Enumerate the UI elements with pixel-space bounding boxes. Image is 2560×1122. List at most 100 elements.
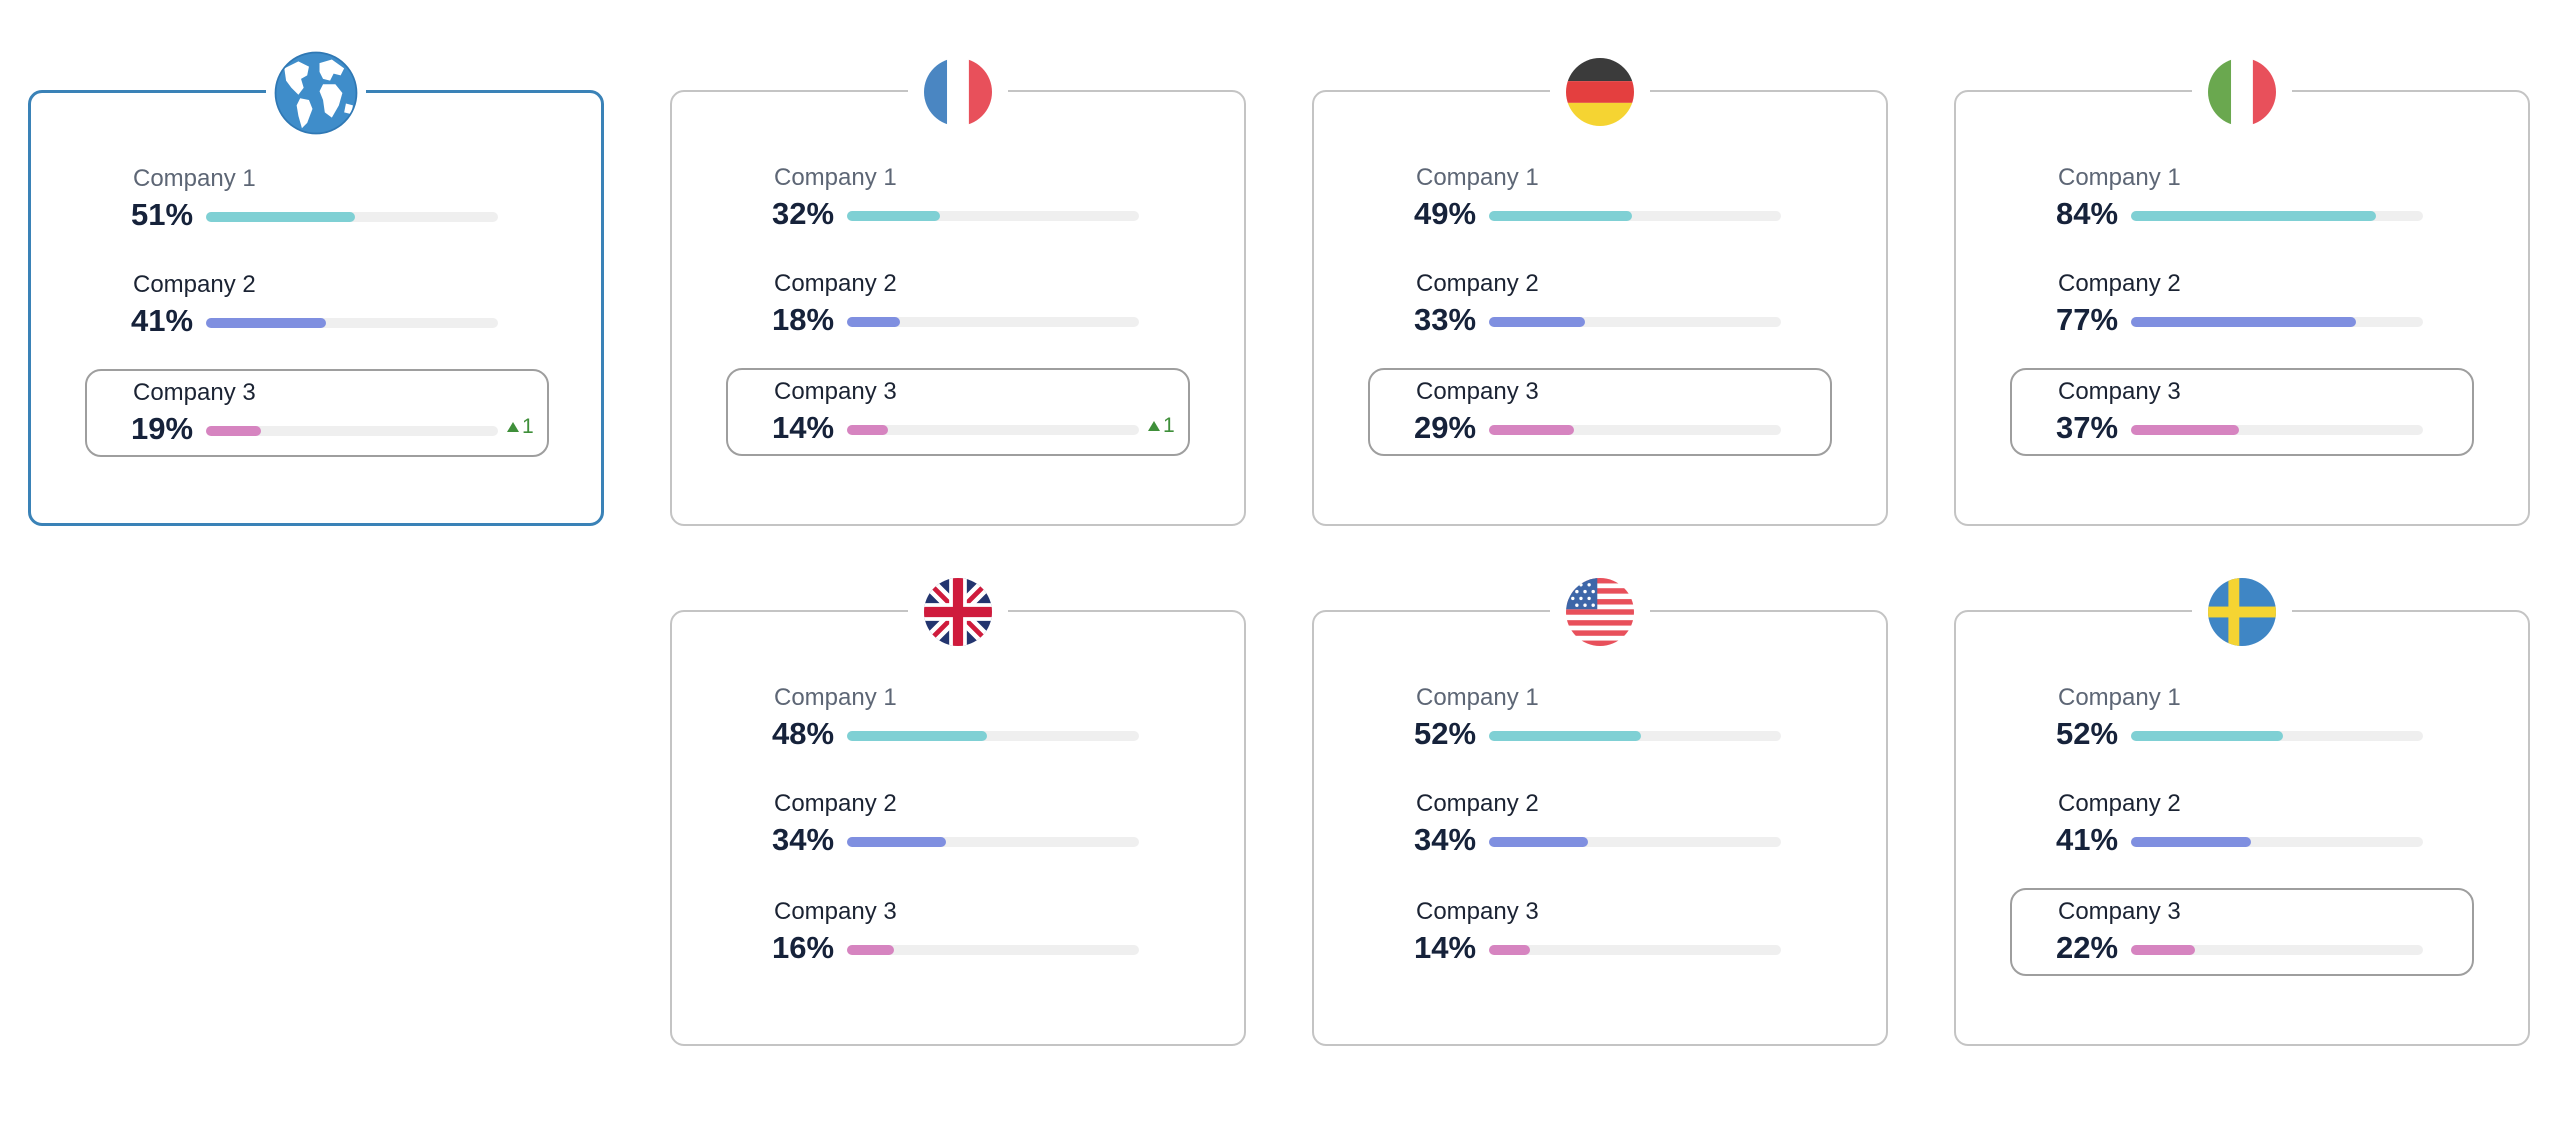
company-row[interactable]: Company 1 51% [85, 155, 549, 243]
card-uk[interactable]: Company 1 48% Company 2 34% Company 3 16% [670, 577, 1246, 1046]
share-bar-track [2131, 317, 2423, 327]
company-row[interactable]: Company 2 77% [2010, 260, 2474, 348]
company-row[interactable]: Company 1 49% [1368, 154, 1832, 242]
company-row[interactable]: Company 3 29% [1368, 368, 1832, 456]
share-bar-track [847, 211, 1139, 221]
triangle-up-icon [507, 422, 519, 432]
share-bar-track [206, 212, 498, 222]
share-bar-track [847, 425, 1139, 435]
share-bar-fill [206, 212, 355, 222]
share-value: 22% [2056, 930, 2119, 965]
share-value: 51% [131, 197, 194, 232]
share-bar-fill [1489, 945, 1530, 955]
share-bar-track [2131, 211, 2423, 221]
company-row[interactable]: Company 1 48% [726, 674, 1190, 762]
share-bar-track [2131, 425, 2423, 435]
company-row[interactable]: Company 1 52% [2010, 674, 2474, 762]
share-bar-fill [1489, 425, 1574, 435]
share-value: 14% [1414, 930, 1477, 965]
share-value: 14% [772, 410, 835, 445]
company-row[interactable]: Company 3 22% [2010, 888, 2474, 976]
share-value: 34% [772, 822, 835, 857]
share-value: 34% [1414, 822, 1477, 857]
card-france[interactable]: Company 1 32% Company 2 18% Company 3 14% 1 [670, 57, 1246, 526]
company-label: Company 3 [133, 379, 256, 406]
share-bar-fill [1489, 317, 1586, 327]
card-italy[interactable]: Company 1 84% Company 2 77% Company 3 37% [1954, 57, 2530, 526]
company-label: Company 3 [774, 898, 897, 925]
share-bar-fill [2131, 425, 2240, 435]
company-row[interactable]: Company 2 34% [1368, 780, 1832, 868]
share-value: 18% [772, 302, 835, 337]
share-bar-fill [847, 317, 900, 327]
flag-badge [1550, 577, 1650, 647]
trend-indicator: 1 [507, 415, 534, 439]
company-row[interactable]: Company 2 18% [726, 260, 1190, 348]
company-row[interactable]: Company 1 32% [726, 154, 1190, 242]
share-bar-fill [1489, 837, 1589, 847]
company-label: Company 1 [1416, 164, 1539, 191]
share-bar-fill [206, 426, 262, 436]
company-row[interactable]: Company 1 52% [1368, 674, 1832, 762]
share-bar-track [206, 318, 498, 328]
company-row[interactable]: Company 1 84% [2010, 154, 2474, 242]
share-bar-track [1489, 945, 1781, 955]
card-sweden[interactable]: Company 1 52% Company 2 41% Company 3 22% [1954, 577, 2530, 1046]
flag-badge [1550, 57, 1650, 127]
share-value: 49% [1414, 196, 1477, 231]
share-value: 41% [131, 303, 194, 338]
share-bar-track [1489, 425, 1781, 435]
company-row[interactable]: Company 2 34% [726, 780, 1190, 868]
share-bar-track [2131, 837, 2423, 847]
company-label: Company 2 [774, 790, 897, 817]
card-usa[interactable]: Company 1 52% Company 2 34% Company 3 14% [1312, 577, 1888, 1046]
share-value: 52% [2056, 716, 2119, 751]
company-label: Company 3 [774, 378, 897, 405]
card-global[interactable]: Company 1 51% Company 2 41% Company 3 19% 1 [28, 51, 604, 526]
card-germany[interactable]: Company 1 49% Company 2 33% Company 3 29% [1312, 57, 1888, 526]
flag-badge [908, 577, 1008, 647]
company-row[interactable]: Company 2 41% [85, 261, 549, 349]
company-label: Company 3 [2058, 378, 2181, 405]
company-row[interactable]: Company 2 41% [2010, 780, 2474, 868]
share-bar-track [847, 945, 1139, 955]
share-bar-fill [847, 837, 947, 847]
share-bar-fill [1489, 211, 1633, 221]
flag-uk-icon [924, 578, 992, 646]
company-row[interactable]: Company 3 16% [726, 888, 1190, 976]
globe-icon [274, 51, 358, 135]
company-label: Company 2 [2058, 790, 2181, 817]
company-row[interactable]: Company 2 33% [1368, 260, 1832, 348]
company-label: Company 2 [133, 271, 256, 298]
flag-badge [908, 57, 1008, 127]
share-bar-fill [847, 211, 941, 221]
share-bar-track [1489, 317, 1781, 327]
share-bar-fill [2131, 211, 2377, 221]
company-label: Company 3 [1416, 378, 1539, 405]
flag-badge [2192, 577, 2292, 647]
company-label: Company 2 [1416, 790, 1539, 817]
flag-germany-icon [1566, 58, 1634, 126]
flag-italy-icon [2208, 58, 2276, 126]
company-label: Company 3 [1416, 898, 1539, 925]
share-value: 37% [2056, 410, 2119, 445]
share-bar-fill [2131, 837, 2251, 847]
share-value: 16% [772, 930, 835, 965]
share-bar-fill [847, 425, 888, 435]
company-label: Company 2 [2058, 270, 2181, 297]
share-value: 33% [1414, 302, 1477, 337]
company-row[interactable]: Company 3 14% 1 [726, 368, 1190, 456]
trend-value: 1 [522, 415, 534, 438]
company-row[interactable]: Company 3 37% [2010, 368, 2474, 456]
flag-france-icon [924, 58, 992, 126]
flag-sweden-icon [2208, 578, 2276, 646]
company-row[interactable]: Company 3 19% 1 [85, 369, 549, 457]
share-bar-track [1489, 731, 1781, 741]
company-label: Company 1 [2058, 684, 2181, 711]
share-value: 77% [2056, 302, 2119, 337]
company-row[interactable]: Company 3 14% [1368, 888, 1832, 976]
share-bar-track [847, 731, 1139, 741]
share-value: 84% [2056, 196, 2119, 231]
share-bar-fill [1489, 731, 1641, 741]
trend-value: 1 [1163, 414, 1175, 437]
